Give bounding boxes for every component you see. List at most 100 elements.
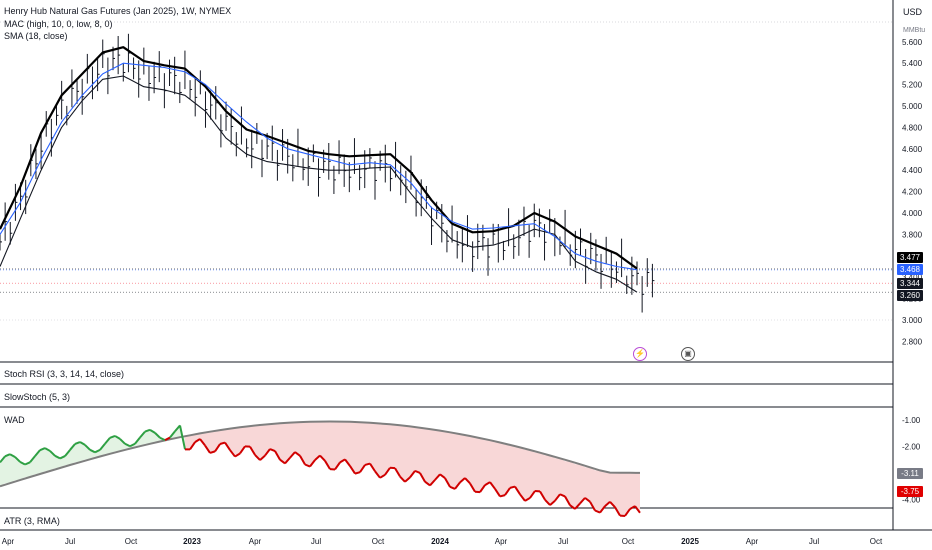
wad-line-segment [434, 473, 441, 481]
currency-label[interactable]: USD [903, 7, 923, 17]
wad-line-segment [574, 502, 581, 510]
wad-fill-segment [390, 424, 395, 469]
pane-atr-label[interactable]: ATR (3, RMA) [4, 516, 60, 526]
wad-line-segment [354, 471, 361, 475]
wad-fill-segment [210, 430, 215, 453]
wad-fill-segment [355, 422, 360, 474]
wad-line-segment [39, 447, 46, 452]
wad-line-segment [379, 473, 386, 479]
wad-fill-segment [380, 423, 385, 478]
wad-line-segment [374, 470, 381, 479]
wad-fill-segment [550, 455, 555, 506]
wad-line-segment [54, 454, 61, 460]
wad-line-segment [454, 481, 461, 490]
price-tick-label: 5.400 [902, 59, 923, 68]
wad-fill-segment [420, 427, 425, 482]
indicator-mac-label[interactable]: MAC (high, 10, 0, low, 8, 0) [4, 19, 113, 29]
wad-fill-segment [535, 452, 540, 492]
wad-fill-segment [395, 425, 400, 477]
wad-line-segment [564, 495, 571, 506]
price-tick-label: 3.000 [902, 316, 923, 325]
wad-line-segment [29, 455, 36, 463]
calendar-event-icon[interactable]: ▣ [681, 347, 695, 361]
wad-line-segment [324, 460, 331, 470]
pane-stoch-rsi-label[interactable]: Stoch RSI (3, 3, 14, 14, close) [4, 369, 125, 379]
price-tick-label: 5.200 [902, 81, 923, 90]
wad-line-segment [359, 464, 366, 473]
wad-line-segment [549, 499, 556, 506]
wad-line-segment [94, 449, 101, 454]
time-tick-label: 2025 [681, 537, 699, 546]
wad-fill-segment [415, 427, 420, 473]
wad-fill-segment [615, 472, 620, 516]
wad-line-segment [24, 461, 31, 466]
wad-fill-segment [510, 444, 515, 488]
wad-line-segment [509, 485, 516, 489]
wad-line-segment [519, 493, 526, 502]
wad-fill-segment [480, 438, 485, 493]
wad-line-segment [609, 501, 616, 508]
lightning-icon[interactable]: ⚡ [633, 347, 647, 361]
wad-fill-segment [385, 424, 390, 475]
wad-fill-segment [40, 448, 45, 474]
wad-fill-segment [600, 470, 605, 513]
wad-line-segment [344, 458, 351, 467]
wad-line-segment [349, 465, 356, 475]
price-tick-label: 3.800 [902, 230, 923, 239]
wad-line-segment [59, 455, 66, 460]
wad-line-segment [109, 435, 116, 439]
wad-line-segment [154, 432, 161, 439]
wad-line-segment [334, 461, 341, 471]
wad-line-segment [384, 467, 391, 476]
wad-line-segment [429, 479, 436, 487]
wad-line-segment [319, 454, 326, 462]
wad-line-segment [314, 454, 321, 461]
pane-slowstoch-label[interactable]: SlowStoch (5, 3) [4, 392, 71, 402]
wad-fill-segment [65, 449, 70, 466]
wad-line-segment [504, 487, 511, 496]
wad-fill-segment [5, 454, 10, 484]
price-tick-label: 4.800 [902, 123, 923, 132]
wad-fill-segment [295, 422, 300, 456]
wad-line-segment [254, 454, 261, 461]
wad-fill-segment [200, 431, 205, 446]
unit-label: MMBtu [903, 27, 926, 34]
pane-wad-label[interactable]: WAD [4, 415, 25, 425]
wad-line-segment [589, 501, 596, 511]
wad-line-segment [89, 448, 96, 454]
wad-fill-segment [120, 438, 125, 452]
indicator-sma-label[interactable]: SMA (18, close) [4, 31, 68, 41]
wad-line-segment [614, 506, 621, 517]
price-tag-mac-low: 3.260 [897, 290, 923, 301]
price-tick-label: 4.400 [902, 166, 923, 175]
wad-fill-segment [460, 434, 465, 483]
wad-line-segment [114, 435, 121, 440]
wad-line-segment [104, 437, 111, 445]
wad-fill-segment [350, 421, 355, 474]
price-tick-label: 3.400 [902, 273, 923, 282]
wad-line-segment [159, 436, 166, 442]
wad-tag-value: -3.75 [897, 486, 923, 497]
wad-tick-label: -2.00 [902, 443, 921, 452]
wad-line-segment [624, 508, 631, 517]
wad-line-segment [579, 497, 586, 505]
wad-line-segment [84, 444, 91, 451]
time-tick-label: 2023 [183, 537, 201, 546]
wad-fill-segment [430, 429, 435, 486]
wad-line-segment [304, 463, 311, 468]
wad-line-segment [439, 473, 446, 479]
wad-line-segment [339, 458, 346, 464]
wad-line-segment [514, 486, 521, 495]
wad-tick-label: -1.00 [902, 416, 921, 425]
wad-fill-segment [330, 421, 335, 470]
wad-fill-segment [425, 429, 430, 486]
wad-fill-segment [310, 421, 315, 467]
wad-fill-segment [635, 472, 640, 513]
wad-line-segment [209, 450, 216, 454]
wad-line-segment [164, 436, 171, 442]
wad-line-segment [444, 477, 451, 488]
wad-line-segment [99, 443, 106, 451]
wad-fill-segment [60, 456, 65, 468]
